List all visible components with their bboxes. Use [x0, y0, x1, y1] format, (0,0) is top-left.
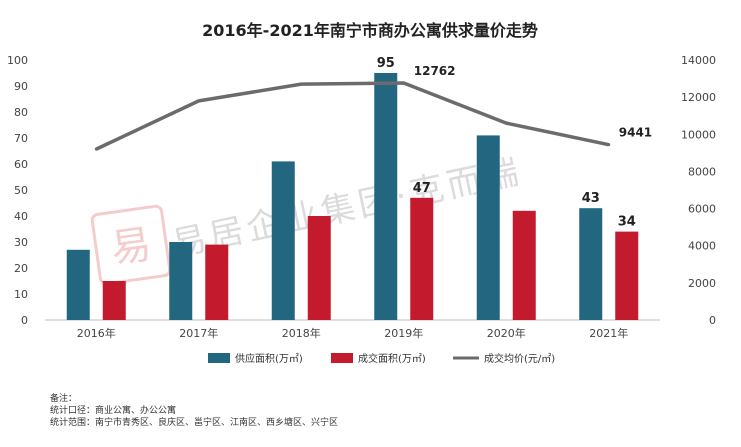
- y-right-tick-10000: 10000: [681, 128, 716, 141]
- y-right-tick-2000: 2000: [688, 277, 716, 290]
- x-tick-2017: 2017年: [179, 326, 218, 340]
- watermark-seal-frame: [90, 204, 172, 286]
- y-left-tick-90: 90: [14, 80, 28, 93]
- bar-1-2017: [169, 242, 193, 320]
- price-point-2016: [94, 147, 98, 151]
- y-left-tick-80: 80: [14, 106, 28, 119]
- y-left-tick-60: 60: [14, 158, 28, 171]
- bar-label-2-2019: 47: [413, 181, 431, 196]
- y-left-tick-0: 0: [21, 314, 28, 327]
- notes: 备注： 统计口径：商业公寓、办公公寓 统计范围：南宁市青秀区、良庆区、邕宁区、江…: [50, 393, 338, 429]
- price-label-2019: 12762: [414, 64, 456, 78]
- y-left-tick-40: 40: [14, 210, 28, 223]
- notes-scope: 统计口径：商业公寓、办公公寓: [50, 406, 177, 416]
- axes: 0 10 20 30 40 50 60 70 80 90 100 0 2000 4000 6000 8000 1…: [7, 54, 716, 340]
- bar-label-1-2021: 43: [582, 191, 600, 206]
- bar-label-2-2021: 34: [618, 215, 636, 230]
- bar-2-2018: [307, 216, 331, 320]
- bar-2-2020: [512, 210, 536, 320]
- bars: [66, 73, 639, 320]
- bar-2-2017: [205, 244, 229, 320]
- bar-2-2019: [410, 197, 434, 320]
- y-left-tick-70: 70: [14, 132, 28, 145]
- y-right-tick-8000: 8000: [688, 165, 716, 178]
- x-tick-2020: 2020年: [487, 326, 526, 340]
- price-label-2021: 9441: [619, 126, 652, 140]
- y-right-tick-14000: 14000: [681, 54, 716, 67]
- y-left-tick-30: 30: [14, 236, 28, 249]
- notes-range: 统计范围：南宁市青秀区、良庆区、邕宁区、江南区、西乡塘区、兴宁区: [50, 418, 339, 428]
- bar-1-2019: [374, 73, 398, 320]
- price-point-2020: [504, 121, 508, 125]
- y-right-tick-12000: 12000: [681, 91, 716, 104]
- y-left-tick-10: 10: [14, 288, 28, 301]
- bar-1-2021: [579, 208, 603, 320]
- price-point-2019: [402, 81, 406, 85]
- watermark-seal-text: 易: [108, 221, 154, 272]
- price-point-2017: [197, 99, 201, 103]
- legend: 供应面积(万㎡) 成交面积(万㎡) 成交均价(元/㎡): [208, 352, 555, 365]
- y-left-tick-50: 50: [14, 184, 28, 197]
- chart-title: 2016年-2021年南宁市商办公寓供求量价走势: [202, 21, 538, 40]
- bar-2-2021: [615, 231, 639, 320]
- data-labels: 95 43 47 34 12762 9441: [377, 56, 652, 230]
- bar-2-2016: [102, 281, 126, 320]
- x-tick-2018: 2018年: [282, 326, 321, 340]
- y-left-tick-100: 100: [7, 54, 28, 67]
- y-right-tick-4000: 4000: [688, 240, 716, 253]
- bar-1-2020: [476, 135, 500, 320]
- legend-label-1: 供应面积(万㎡): [235, 352, 303, 365]
- legend-label-3: 成交均价(元/㎡): [484, 352, 555, 365]
- price-point-2018: [299, 82, 303, 86]
- bar-1-2018: [271, 161, 295, 320]
- bar-1-2016: [66, 249, 90, 320]
- x-tick-2019: 2019年: [384, 326, 423, 340]
- bar-label-1-2019: 95: [377, 56, 395, 71]
- price-point-2021: [607, 143, 611, 147]
- x-tick-2021: 2021年: [589, 326, 628, 340]
- y-right-tick-6000: 6000: [688, 203, 716, 216]
- price-line: [95, 81, 610, 151]
- legend-swatch-2: [331, 353, 353, 363]
- notes-heading: 备注：: [50, 394, 78, 404]
- line-series: [94, 81, 611, 151]
- y-right-tick-0: 0: [709, 314, 716, 327]
- legend-label-2: 成交面积(万㎡): [358, 352, 426, 365]
- y-left-tick-20: 20: [14, 262, 28, 275]
- legend-swatch-1: [208, 353, 230, 363]
- x-tick-2016: 2016年: [77, 326, 116, 340]
